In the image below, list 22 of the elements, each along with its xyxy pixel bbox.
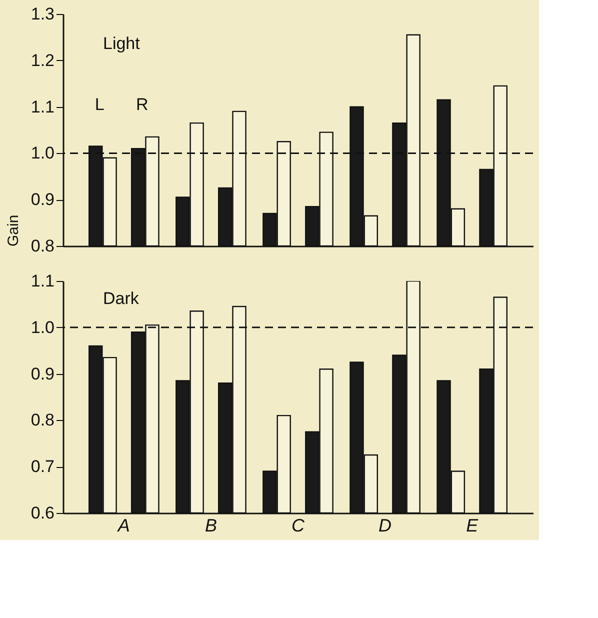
y-tick-label: 1.3 <box>30 4 54 24</box>
x-tick-label: B <box>204 516 217 536</box>
x-tick-label: D <box>378 516 392 536</box>
y-tick-label: 1.1 <box>30 272 54 290</box>
x-tick-label: C <box>292 516 306 536</box>
y-tick-label: 1.1 <box>30 97 54 116</box>
y-tick-label: 0.9 <box>30 364 54 384</box>
y-tick-label: 0.6 <box>30 504 54 522</box>
y-tick-label: 0.9 <box>30 190 54 210</box>
y-tick-label: 0.8 <box>30 236 54 256</box>
annotation: R <box>136 94 148 114</box>
x-tick-label: A <box>116 516 130 536</box>
y-tick-label: 1.0 <box>30 318 54 337</box>
x-tick-label: E <box>466 516 480 536</box>
text: Light <box>103 34 140 53</box>
text: Dark <box>103 289 140 308</box>
y-tick-label: 1.0 <box>30 144 54 163</box>
y-tick-label: 0.7 <box>30 457 54 476</box>
y-axis-title: Gain <box>4 214 22 246</box>
annotation: L <box>94 94 104 114</box>
y-tick-label: 1.2 <box>30 50 54 70</box>
y-tick-label: 0.8 <box>30 410 54 430</box>
